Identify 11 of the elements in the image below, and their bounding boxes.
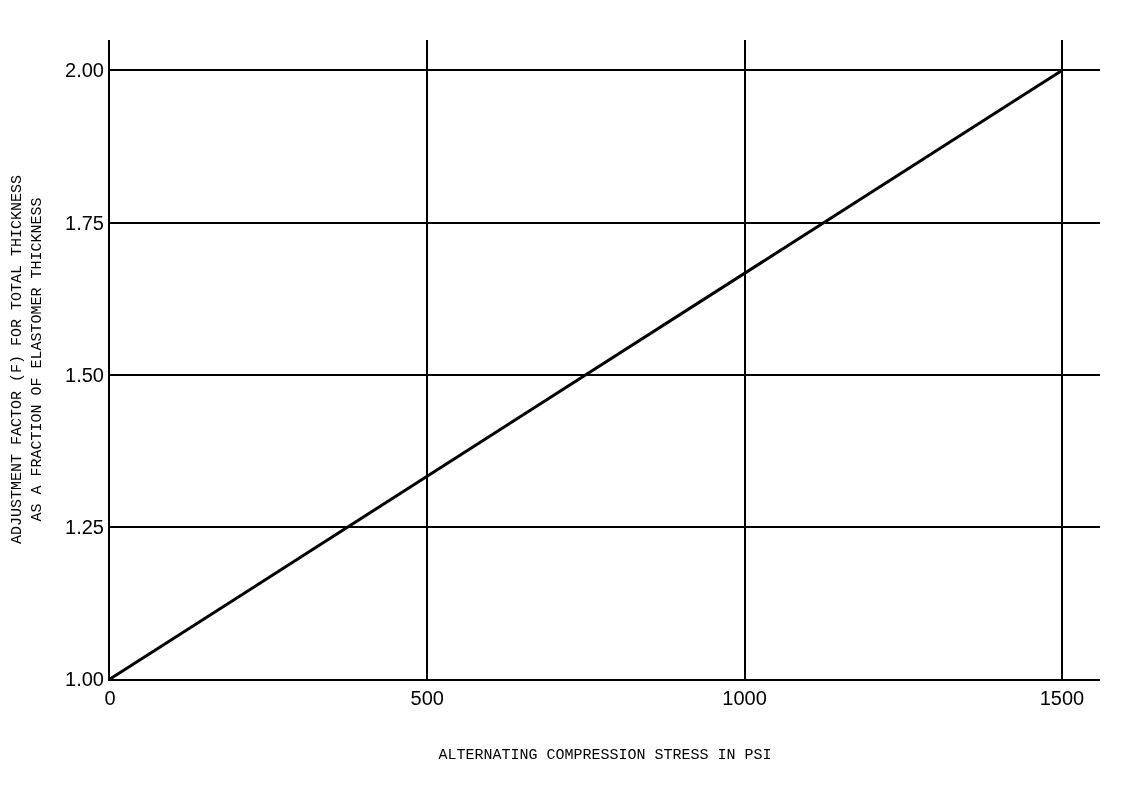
x-tick-label: 1000 <box>722 687 767 709</box>
x-tick-label: 0 <box>104 687 116 709</box>
x-tick-label: 500 <box>410 687 444 709</box>
y-tick-label: 2.00 <box>65 59 104 82</box>
y-tick-label: 1.00 <box>65 668 104 690</box>
x-axis-title: ALTERNATING COMPRESSION STRESS IN PSI <box>438 746 772 764</box>
y-tick-label: 1.50 <box>65 363 104 386</box>
y-tick-label: 1.25 <box>65 515 104 538</box>
y-tick-label: 1.75 <box>65 211 104 234</box>
y-axis-title: ADJUSTMENT FACTOR (F) FOR TOTAL THICKNESS AS A FRACTION OF ELASTOMER THICKNESS <box>9 174 46 545</box>
x-tick-label: 1500 <box>1039 687 1085 709</box>
